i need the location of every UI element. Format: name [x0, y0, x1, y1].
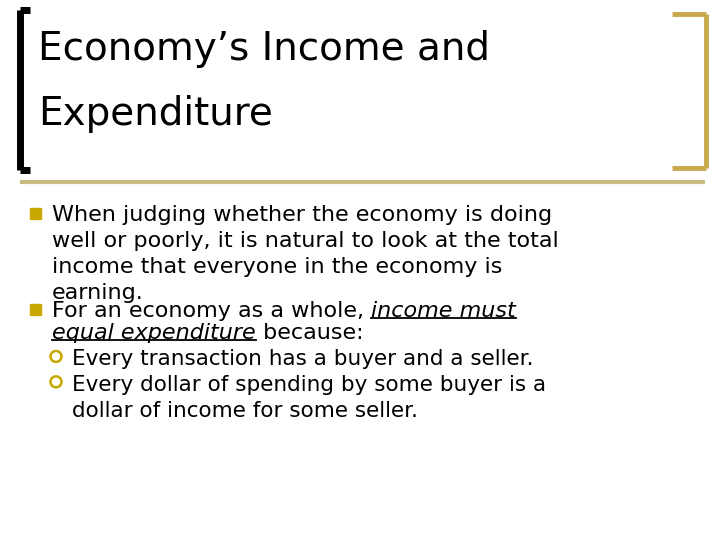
- Text: Economy’s Income and: Economy’s Income and: [38, 30, 490, 68]
- Text: When judging whether the economy is doing
well or poorly, it is natural to look : When judging whether the economy is doin…: [52, 205, 559, 303]
- Text: Expenditure: Expenditure: [38, 95, 273, 133]
- Text: For an economy as a whole,: For an economy as a whole,: [52, 301, 371, 321]
- Text: income must: income must: [371, 301, 516, 321]
- Bar: [30, 305, 41, 315]
- Text: Every transaction has a buyer and a seller.: Every transaction has a buyer and a sell…: [72, 349, 534, 369]
- Bar: [30, 208, 41, 219]
- Text: Every dollar of spending by some buyer is a
dollar of income for some seller.: Every dollar of spending by some buyer i…: [72, 375, 546, 421]
- Text: equal expenditure: equal expenditure: [52, 323, 256, 343]
- Text: because:: because:: [256, 323, 364, 343]
